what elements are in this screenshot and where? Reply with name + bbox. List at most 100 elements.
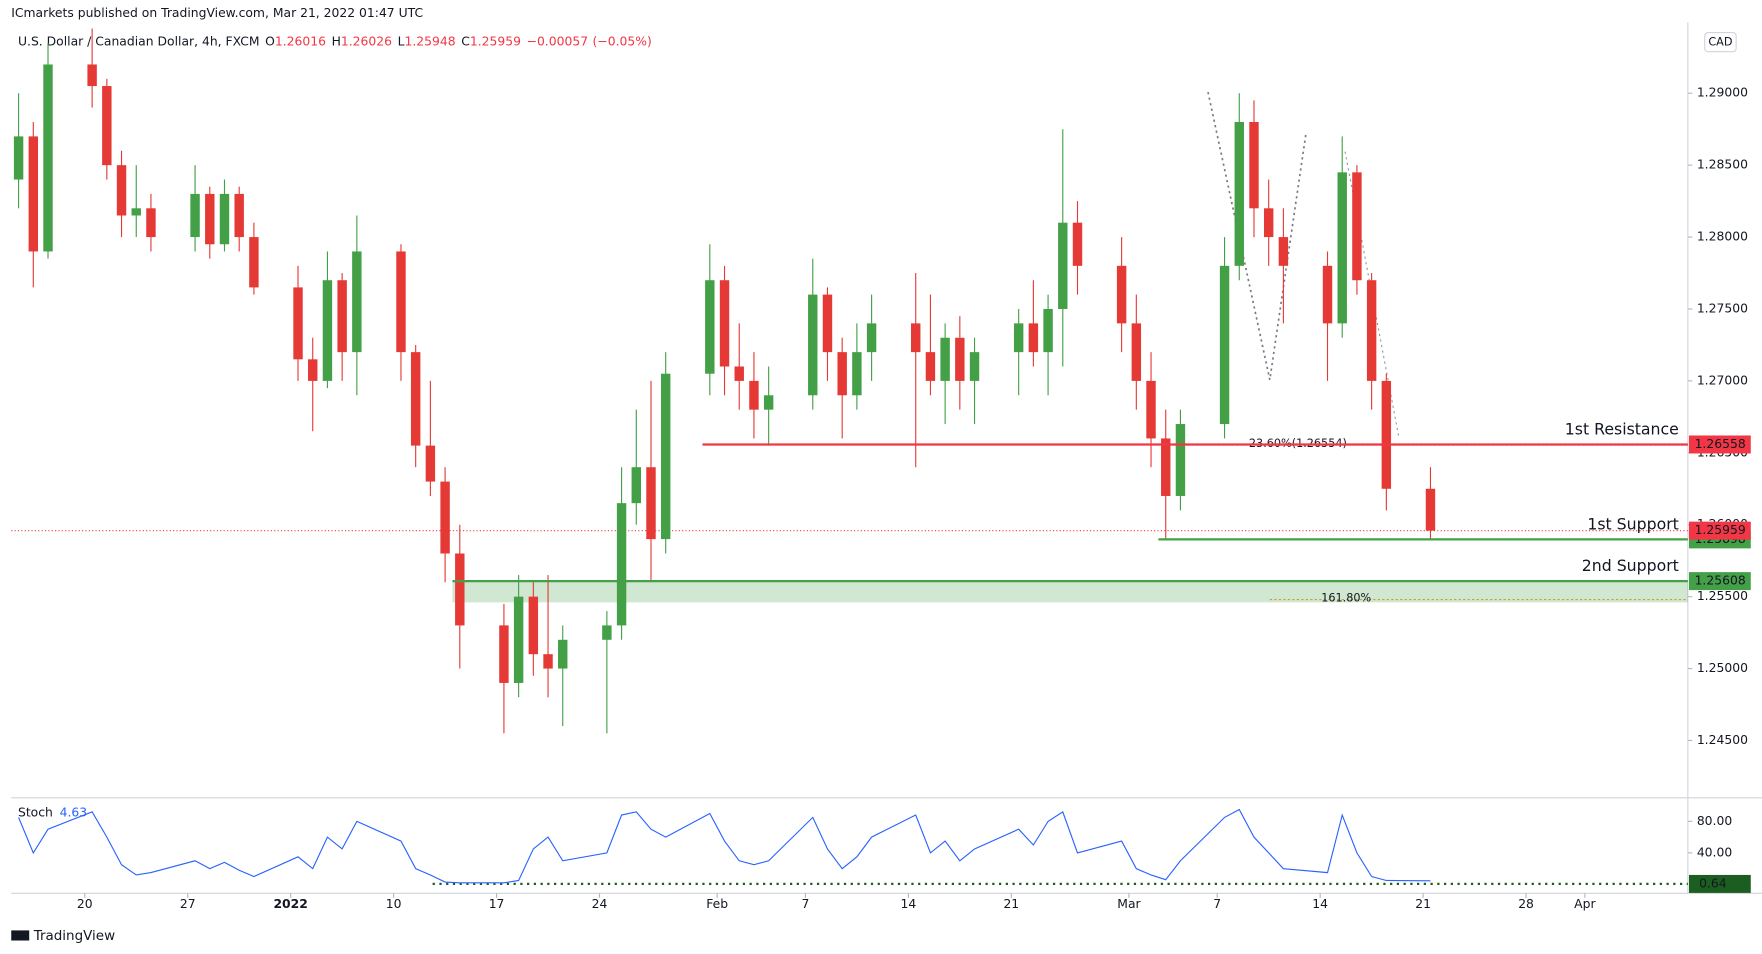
ohlc-prefix: L <box>398 34 405 48</box>
x-tick-label: 24 <box>592 897 608 911</box>
candle-body <box>337 280 347 353</box>
ohlc-prefix: H <box>332 34 341 48</box>
currency-box <box>1704 32 1737 53</box>
candle-body <box>866 323 877 353</box>
y-tick-label: 1.28000 <box>1697 230 1748 244</box>
candle-body <box>719 280 730 367</box>
candle-body <box>308 359 318 381</box>
candle-body <box>234 193 244 238</box>
header: ICmarkets published on TradingView.com, … <box>11 6 423 20</box>
x-tick-label: 7 <box>1213 897 1221 911</box>
x-tick-label: 14 <box>1312 897 1328 911</box>
candles <box>13 28 1436 734</box>
price-label-bg <box>1688 572 1751 591</box>
y-tick-label: 1.25500 <box>1697 589 1748 603</box>
candle-body <box>1425 488 1436 531</box>
candle-body <box>219 193 230 245</box>
stoch-value: 4.63 <box>60 805 88 819</box>
change: −0.00057 <box>527 34 588 48</box>
y-tick-label: 1.29000 <box>1697 86 1748 100</box>
stoch-line <box>18 808 1431 884</box>
level-name: 1st Support <box>1587 514 1679 533</box>
candle-body <box>749 380 759 410</box>
level-name: 2nd Support <box>1582 556 1679 575</box>
candle-body <box>808 294 818 396</box>
candle-body <box>499 625 509 683</box>
price-label-bg <box>1688 435 1751 454</box>
x-tick-label: Feb <box>706 897 728 911</box>
candle-body <box>763 395 774 410</box>
candle-body <box>940 337 950 381</box>
stoch-legend: Stoch 4.63 <box>18 805 87 819</box>
candle-body <box>293 287 303 360</box>
x-tick-label: Mar <box>1117 897 1141 911</box>
candle-body <box>1234 122 1244 266</box>
candle-body <box>352 251 362 353</box>
ohlc-value: 1.26016 <box>275 34 326 48</box>
candle-body <box>1352 172 1362 281</box>
logo: TradingView <box>11 928 115 944</box>
change-pct: (−0.05%) <box>593 34 652 48</box>
candle-body <box>646 467 656 540</box>
candle-body <box>969 352 980 381</box>
candle-body <box>440 481 450 554</box>
candle-body <box>955 337 965 381</box>
candle-body <box>322 280 333 381</box>
candle-body <box>1337 172 1347 324</box>
candle-body <box>837 352 847 396</box>
candle-body <box>1072 222 1083 266</box>
ohlc-value: 1.25948 <box>404 34 455 48</box>
candle-body <box>205 193 215 245</box>
candle-body <box>660 373 671 540</box>
symbol: U.S. Dollar / Canadian Dollar, 4h, FXCM <box>18 34 260 48</box>
candle-body <box>602 625 612 640</box>
candle-body <box>1013 323 1024 353</box>
candle-body <box>87 64 97 87</box>
candle-body <box>543 654 553 669</box>
logo-icon <box>11 930 30 941</box>
candle-body <box>116 165 127 216</box>
candle-body <box>1146 380 1156 439</box>
y-tick-label: 1.28500 <box>1697 158 1748 172</box>
candle-body <box>1322 265 1333 324</box>
x-tick-label: 17 <box>489 897 505 911</box>
x-tick-label: 21 <box>1415 897 1431 911</box>
legend: U.S. Dollar / Canadian Dollar, 4h, FXCM O… <box>18 34 652 48</box>
x-tick-label: 28 <box>1518 897 1534 911</box>
x-tick-label: 20 <box>77 897 93 911</box>
ohlc-value: 1.26026 <box>341 34 392 48</box>
candle-body <box>558 639 568 669</box>
candle-body <box>734 366 744 381</box>
candle-body <box>1131 323 1142 381</box>
candle-body <box>911 323 921 353</box>
candle-body <box>13 136 24 180</box>
candle-body <box>146 208 156 238</box>
y-tick-label: 1.27000 <box>1697 373 1748 387</box>
x-tick-label: 27 <box>180 897 196 911</box>
candle-body <box>822 294 833 353</box>
candle-body <box>631 467 641 504</box>
candle-body <box>131 208 141 216</box>
price-label: 1.26558 <box>1695 437 1746 451</box>
candle-body <box>1161 438 1171 496</box>
stoch-tick-label: 80.00 <box>1697 814 1733 828</box>
candle-body <box>925 352 936 381</box>
ohlc-value: 1.25959 <box>470 34 521 48</box>
candle-body <box>102 86 112 166</box>
candle-body <box>1058 222 1068 309</box>
candle-body <box>425 445 436 482</box>
fib-label: 161.80% <box>1321 591 1371 604</box>
price-label: 1.25608 <box>1695 574 1746 588</box>
candle-body <box>1381 380 1392 489</box>
y-tick-label: 1.24500 <box>1697 733 1748 747</box>
x-tick-label: 2022 <box>273 897 307 911</box>
candle-body <box>1278 237 1289 266</box>
logo-text: TradingView <box>33 928 115 944</box>
candle-body <box>1249 122 1259 209</box>
currency: CAD <box>1708 36 1732 49</box>
candle-body <box>43 64 53 252</box>
candle-body <box>1116 265 1127 324</box>
candle-body <box>1028 323 1039 353</box>
pattern-line <box>1207 91 1307 380</box>
